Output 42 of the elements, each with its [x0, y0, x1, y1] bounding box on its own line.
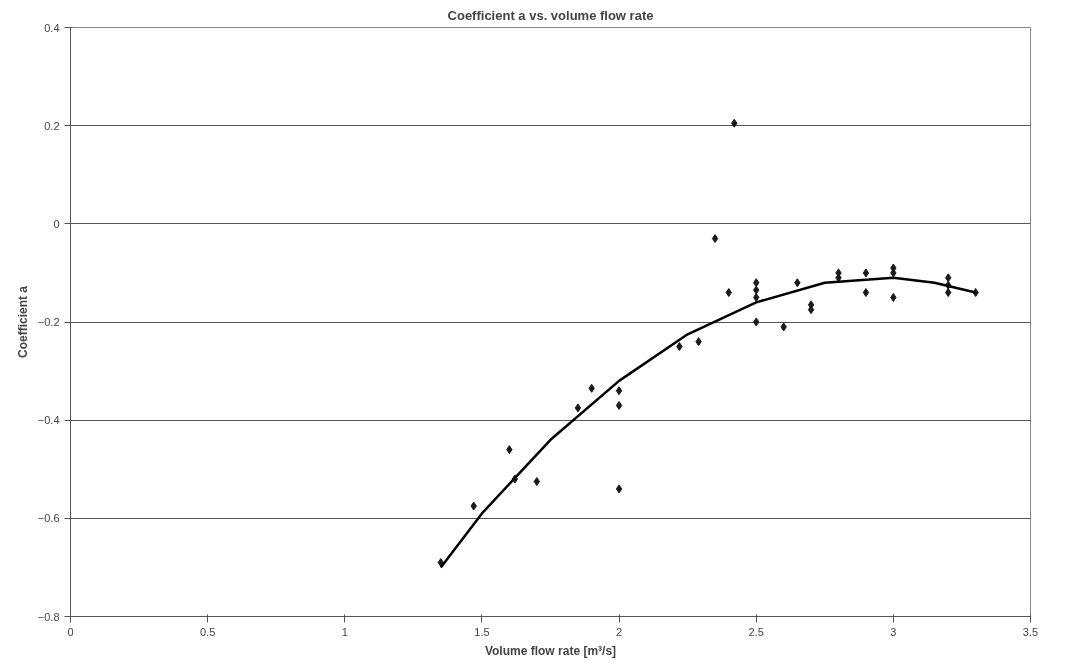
point — [615, 400, 623, 410]
point — [753, 292, 760, 302]
point — [588, 383, 595, 393]
point — [753, 285, 760, 295]
point — [862, 268, 870, 278]
point — [945, 273, 952, 283]
point — [506, 445, 513, 455]
x-tick-label: 3.5 — [1022, 625, 1039, 638]
point — [945, 288, 952, 298]
point — [533, 477, 540, 487]
point — [753, 317, 760, 327]
point — [753, 278, 760, 288]
point — [574, 403, 582, 413]
point — [711, 234, 719, 244]
y-tick-label: −0.6 — [37, 512, 60, 525]
point — [780, 322, 787, 332]
y-tick-label: −0.8 — [37, 610, 60, 623]
x-tick-label: 3 — [890, 625, 897, 638]
y-tick-label: −0.2 — [37, 316, 60, 328]
x-axis-title: Volume flow rate [m³/s] — [484, 643, 617, 658]
x-tick-label: 2 — [616, 625, 623, 638]
point — [615, 484, 623, 494]
point — [731, 118, 738, 128]
x-tick-label: 1 — [341, 625, 348, 638]
point — [676, 342, 683, 352]
x-tick-label: 0 — [67, 625, 74, 638]
y-tick-label: 0.2 — [44, 119, 60, 132]
y-tick-label: 0.4 — [44, 21, 60, 34]
point — [615, 386, 623, 396]
x-tick-label: 1.5 — [474, 625, 490, 638]
point — [890, 292, 897, 302]
point — [470, 501, 477, 511]
point — [695, 337, 702, 347]
x-tick-label: 0.5 — [200, 625, 216, 638]
point — [862, 288, 870, 298]
point — [794, 278, 801, 288]
point — [725, 288, 732, 298]
y-tick-label: 0 — [53, 217, 60, 230]
y-tick-label: −0.4 — [37, 414, 60, 427]
x-tick-label: 2.5 — [748, 625, 764, 638]
chart-title: Coefficient a vs. volume flow rate — [447, 7, 654, 23]
y-axis-title: Coefficient a — [15, 285, 30, 359]
